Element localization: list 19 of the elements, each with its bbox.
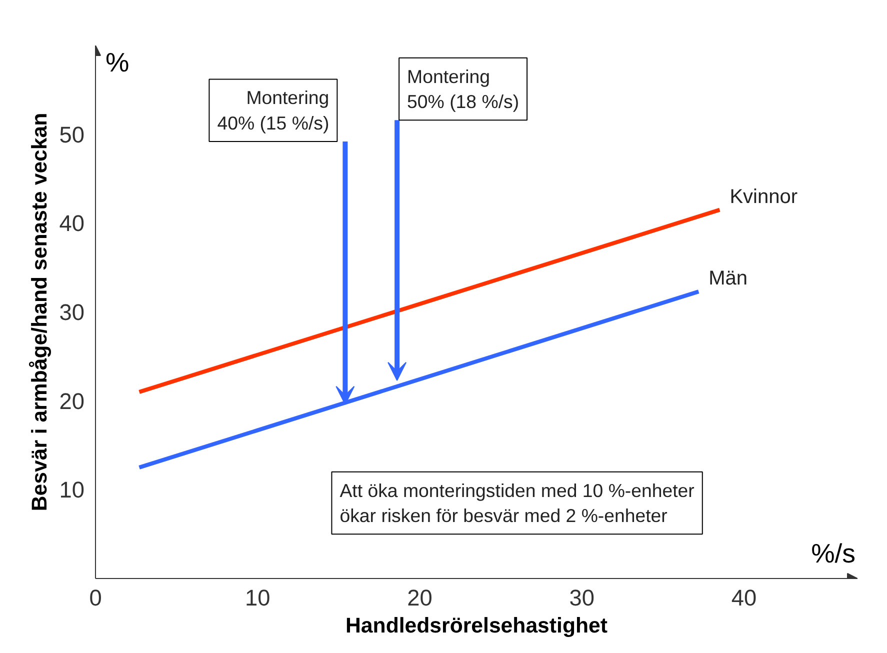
annotation: %/s [811,538,856,568]
x-tick-label: 40 [731,584,757,610]
annotation: % [106,48,130,78]
series-label: Kvinnor [730,186,798,208]
y-tick-label: 30 [59,299,84,325]
annotation: Montering 40% (15 %/s) [217,87,330,134]
x-tick-label: 0 [89,584,102,610]
y-tick-label: 10 [59,476,84,503]
annotation: Att öka monteringstiden med 10 %-enheter ökar risken för besvär med 2 %-enheter [340,480,694,526]
x-axis-title: Handledsrörelsehastighet [346,614,608,638]
y-tick-label: 20 [59,388,84,414]
x-tick-label: 20 [407,584,432,610]
y-tick-label: 40 [59,210,84,236]
annotation: Montering 50% (18 %/s) [407,66,520,112]
y-axis-title: Besvär i armbåge/hand senaste veckan [27,112,52,512]
y-tick-label: 50 [59,121,84,148]
series-label: Män [708,268,748,290]
x-tick-label: 30 [569,584,594,610]
x-tick-label: 10 [245,584,270,610]
